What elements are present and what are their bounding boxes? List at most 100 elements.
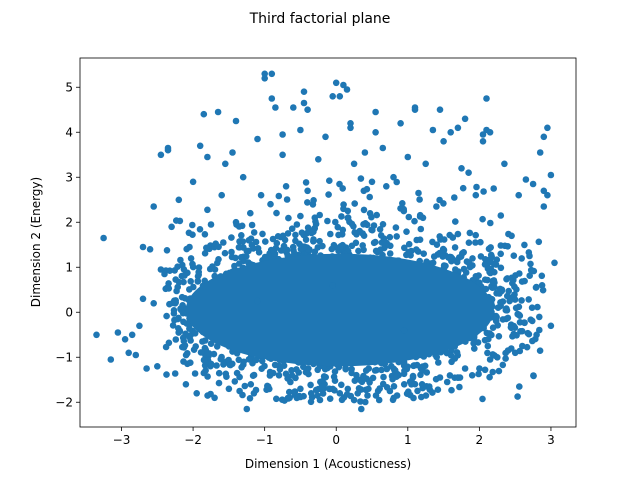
scatter-point — [516, 270, 523, 277]
scatter-point — [435, 359, 442, 366]
scatter-point — [429, 389, 436, 396]
scatter-point — [297, 212, 304, 220]
scatter-point — [169, 322, 177, 329]
scatter-point — [332, 79, 340, 87]
scatter-point — [365, 365, 373, 372]
scatter-point — [465, 239, 473, 246]
scatter-point — [157, 151, 165, 159]
scatter-point — [322, 373, 330, 381]
y-tick-label: 3 — [65, 170, 73, 184]
scatter-point — [233, 369, 241, 377]
scatter-point — [238, 364, 245, 371]
scatter-point — [171, 300, 179, 307]
scatter-point — [170, 307, 178, 314]
scatter-point — [186, 286, 193, 293]
scatter-point — [259, 230, 266, 238]
scatter-point — [327, 230, 334, 238]
scatter-point — [288, 367, 295, 374]
scatter-point — [344, 385, 352, 393]
x-axis-label: Dimension 1 (Acousticness) — [245, 457, 411, 471]
scatter-point — [534, 303, 541, 311]
scatter-point — [279, 131, 286, 138]
scatter-point — [448, 255, 456, 262]
scatter-point — [496, 290, 503, 297]
scatter-point — [326, 395, 334, 403]
scatter-point — [386, 250, 394, 257]
scatter-point — [358, 405, 365, 413]
scatter-point — [348, 369, 355, 377]
scatter-point — [479, 215, 486, 223]
scatter-point — [518, 278, 526, 285]
scatter-point — [243, 252, 250, 260]
scatter-point — [375, 396, 383, 404]
scatter-point — [179, 261, 186, 269]
scatter-point — [526, 272, 533, 280]
scatter-point — [267, 200, 274, 208]
scatter-point — [174, 283, 181, 291]
y-axis-ticks: −2 −1 0 1 2 3 4 5 — [55, 80, 80, 409]
scatter-point — [390, 173, 397, 181]
scatter-point — [310, 236, 317, 243]
scatter-point — [307, 390, 315, 397]
scatter-point — [268, 95, 276, 102]
scatter-point — [429, 126, 437, 134]
scatter-point — [315, 156, 322, 163]
scatter-point — [426, 383, 433, 390]
scatter-point — [386, 233, 394, 241]
scatter-point — [355, 247, 362, 255]
x-tick-label: 1 — [404, 433, 412, 447]
scatter-point — [248, 221, 256, 229]
scatter-point — [465, 169, 472, 176]
scatter-point — [521, 241, 528, 249]
scatter-point — [440, 236, 448, 243]
x-tick-label: −2 — [184, 433, 202, 447]
scatter-point — [452, 218, 459, 225]
scatter-point — [547, 322, 555, 330]
scatter-point — [417, 225, 425, 233]
scatter-point — [163, 371, 170, 378]
scatter-point — [150, 203, 157, 210]
scatter-point — [245, 247, 252, 255]
y-axis-label: Dimension 2 (Energy) — [29, 177, 43, 307]
scatter-point — [458, 165, 465, 172]
scatter-point — [519, 342, 526, 350]
scatter-points — [93, 70, 558, 413]
scatter-point — [486, 129, 494, 136]
scatter-point — [250, 229, 258, 236]
scatter-point — [514, 311, 522, 318]
scatter-point — [177, 256, 184, 264]
scatter-point — [538, 272, 546, 280]
scatter-point — [379, 380, 387, 388]
scatter-point — [163, 247, 171, 254]
scatter-point — [189, 260, 196, 268]
scatter-point — [386, 387, 394, 395]
scatter-point — [391, 367, 399, 374]
scatter-point — [257, 191, 265, 199]
scatter-point — [422, 392, 430, 399]
scatter-point — [466, 229, 474, 237]
scatter-point — [204, 206, 211, 214]
scatter-point — [521, 319, 528, 327]
scatter-point — [297, 126, 304, 134]
scatter-point — [376, 385, 384, 392]
scatter-point — [181, 272, 188, 279]
scatter-point — [442, 262, 449, 270]
scatter-point — [360, 187, 368, 195]
scatter-point — [328, 245, 336, 253]
scatter-point — [380, 373, 387, 381]
scatter-point — [331, 377, 339, 385]
scatter-point — [515, 191, 522, 199]
scatter-point — [400, 327, 408, 334]
y-tick-label: −2 — [55, 395, 73, 409]
scatter-point — [249, 372, 257, 380]
scatter-point — [307, 381, 314, 389]
scatter-point — [366, 379, 373, 386]
scatter-point — [369, 226, 376, 234]
scatter-point — [351, 200, 359, 207]
scatter-point — [451, 194, 458, 201]
scatter-point — [302, 368, 310, 376]
scatter-point — [212, 240, 219, 247]
scatter-point — [544, 124, 551, 132]
scatter-point — [355, 385, 363, 392]
scatter-point — [232, 254, 239, 262]
